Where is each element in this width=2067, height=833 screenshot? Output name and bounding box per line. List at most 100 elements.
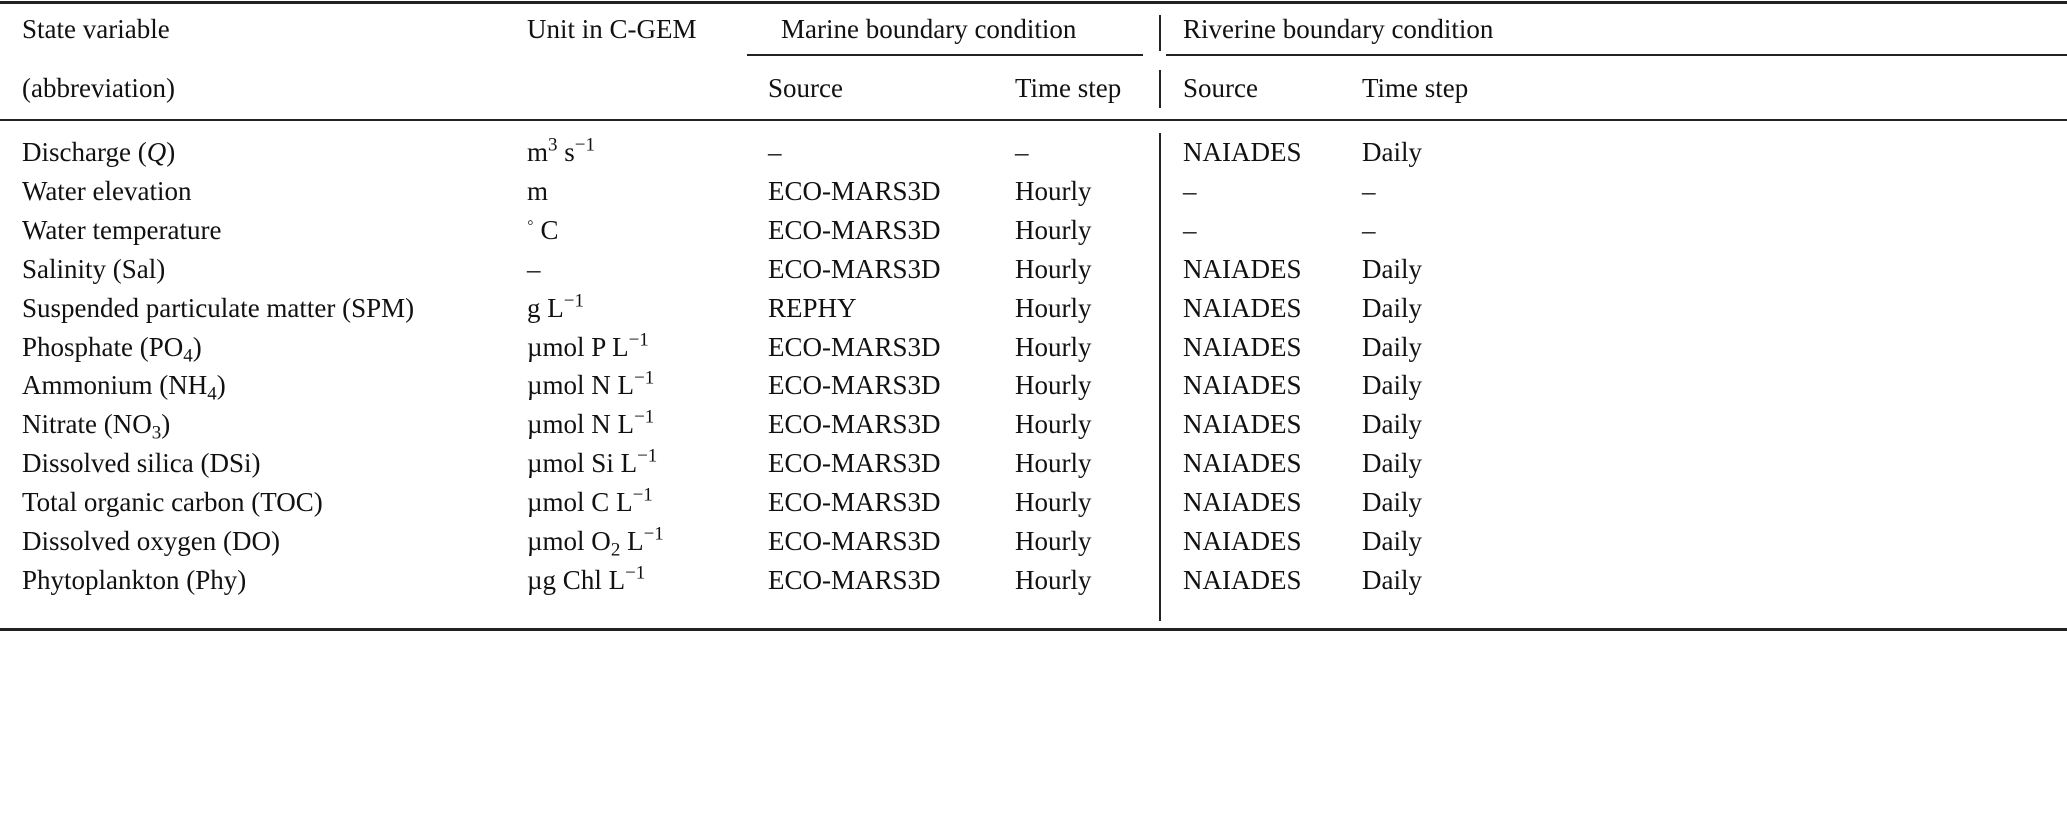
column-divider — [1159, 70, 1161, 108]
cell-unit: µmol N L−1 — [527, 367, 655, 401]
cell-marine-timestep: – — [1015, 137, 1029, 167]
cell-marine-source: ECO-MARS3D — [768, 448, 941, 479]
cell-riverine-timestep: Daily — [1362, 253, 1422, 284]
unit-text: – — [527, 253, 541, 284]
unit-text: L — [620, 526, 644, 556]
cell-marine-timestep: Hourly — [1015, 487, 1092, 518]
header-unit: Unit in C-GEM — [527, 14, 697, 44]
header-marine-timestep: Time step — [1015, 73, 1122, 103]
cell-unit: µmol Si L−1 — [527, 445, 658, 478]
cell-unit: ◦ C — [527, 213, 559, 244]
variable-text: Nitrate (NO — [22, 409, 152, 440]
cell-variable: Water temperature — [22, 215, 221, 245]
cell-variable: Ammonium (NH4) — [22, 370, 226, 404]
cell-unit: µg Chl L−1 — [527, 562, 646, 594]
cell-marine-timestep: Hourly — [1015, 409, 1092, 440]
unit-text: −1 — [574, 134, 595, 156]
cell-marine-source: ECO-MARS3D — [768, 331, 941, 362]
unit-text: µmol O — [527, 526, 611, 556]
cell-unit: g L−1 — [527, 291, 584, 323]
cell-marine-source: ECO-MARS3D — [768, 487, 941, 518]
cell-unit: µmol P L−1 — [527, 329, 649, 362]
variable-text: Salinity (Sal) — [22, 253, 166, 284]
header-riverine-timestep: Time step — [1362, 73, 1469, 103]
unit-text: m — [527, 137, 549, 167]
variable-text: Water temperature — [22, 214, 222, 245]
unit-text: −1 — [628, 329, 649, 351]
cell-marine-source: ECO-MARS3D — [768, 564, 941, 595]
cell-riverine-source: NAIADES — [1183, 409, 1302, 440]
column-divider — [1159, 133, 1161, 621]
unit-text: −1 — [634, 406, 655, 428]
cell-riverine-timestep: Daily — [1362, 409, 1422, 440]
marine-cmidrule — [747, 54, 1143, 56]
header-abbreviation: (abbreviation) — [22, 73, 175, 103]
variable-text: Total organic carbon (TOC) — [22, 487, 323, 518]
header-marine-source: Source — [768, 73, 843, 103]
cell-variable: Water elevation — [22, 176, 192, 206]
cell-marine-timestep: Hourly — [1015, 370, 1092, 401]
cell-unit: µmol C L−1 — [527, 484, 653, 517]
variable-text: Ammonium (NH — [22, 370, 208, 401]
unit-text: s — [557, 137, 575, 167]
unit-text: −1 — [643, 523, 664, 545]
cell-riverine-timestep: Daily — [1362, 137, 1422, 167]
unit-text: µmol P L — [527, 331, 629, 362]
unit-text: −1 — [632, 484, 653, 506]
header-state-variable: State variable — [22, 14, 170, 44]
cell-variable: Dissolved silica (DSi) — [22, 448, 260, 478]
cell-riverine-source: NAIADES — [1183, 487, 1302, 518]
cell-marine-timestep: Hourly — [1015, 526, 1092, 556]
cell-marine-source: – — [768, 137, 782, 167]
header-marine: Marine boundary condition — [781, 14, 1077, 44]
unit-text: µmol N L — [527, 409, 635, 440]
cell-riverine-source: NAIADES — [1183, 253, 1302, 284]
variable-text: ) — [216, 370, 226, 401]
cell-riverine-timestep: Daily — [1362, 370, 1422, 401]
cell-riverine-timestep: Daily — [1362, 448, 1422, 479]
cell-marine-timestep: Hourly — [1015, 564, 1092, 595]
cell-variable: Phosphate (PO4) — [22, 331, 202, 366]
unit-text: −1 — [634, 367, 655, 389]
cell-riverine-timestep: Daily — [1362, 331, 1422, 362]
cell-riverine-timestep: – — [1362, 214, 1376, 245]
unit-text: −1 — [637, 445, 658, 467]
cell-riverine-source: NAIADES — [1183, 292, 1302, 323]
cell-riverine-timestep: Daily — [1362, 487, 1422, 518]
cell-riverine-source: NAIADES — [1183, 564, 1302, 595]
variable-text: Discharge ( — [22, 137, 147, 167]
cell-riverine-source: NAIADES — [1183, 370, 1302, 401]
cell-variable: Salinity (Sal) — [22, 254, 165, 284]
cell-variable: Dissolved oxygen (DO) — [22, 526, 280, 556]
header-riverine: Riverine boundary condition — [1183, 14, 1494, 44]
cell-unit: µmol O2 L−1 — [527, 523, 664, 560]
unit-text: g L — [527, 292, 564, 323]
cell-riverine-source: NAIADES — [1183, 137, 1302, 167]
variable-text: Phosphate (PO — [22, 331, 184, 362]
top-rule — [0, 1, 2067, 4]
unit-text: m — [527, 175, 549, 206]
unit-text: 2 — [610, 539, 621, 561]
variable-text: Dissolved oxygen (DO) — [22, 526, 280, 556]
variable-text: ) — [161, 409, 171, 440]
cell-marine-source: ECO-MARS3D — [768, 526, 941, 556]
unit-text: −1 — [625, 562, 646, 584]
cell-marine-source: ECO-MARS3D — [768, 214, 941, 245]
bottom-rule — [0, 628, 2067, 631]
cell-marine-timestep: Hourly — [1015, 175, 1092, 206]
header-rule — [0, 119, 2067, 121]
cell-variable: Discharge (Q) — [22, 137, 175, 167]
cell-variable: Suspended particulate matter (SPM) — [22, 293, 414, 323]
variable-text: 4 — [207, 384, 217, 406]
cell-riverine-source: NAIADES — [1183, 526, 1302, 556]
column-divider — [1159, 15, 1161, 51]
cell-riverine-source: NAIADES — [1183, 331, 1302, 362]
cell-marine-source: ECO-MARS3D — [768, 370, 941, 401]
cell-riverine-source: NAIADES — [1183, 448, 1302, 479]
cell-marine-timestep: Hourly — [1015, 292, 1092, 323]
variable-text: Dissolved silica (DSi) — [22, 448, 261, 479]
unit-text: µmol N L — [527, 370, 635, 401]
cell-variable: Nitrate (NO3) — [22, 409, 171, 443]
cell-marine-source: ECO-MARS3D — [768, 253, 941, 284]
cell-marine-source: REPHY — [768, 292, 857, 323]
